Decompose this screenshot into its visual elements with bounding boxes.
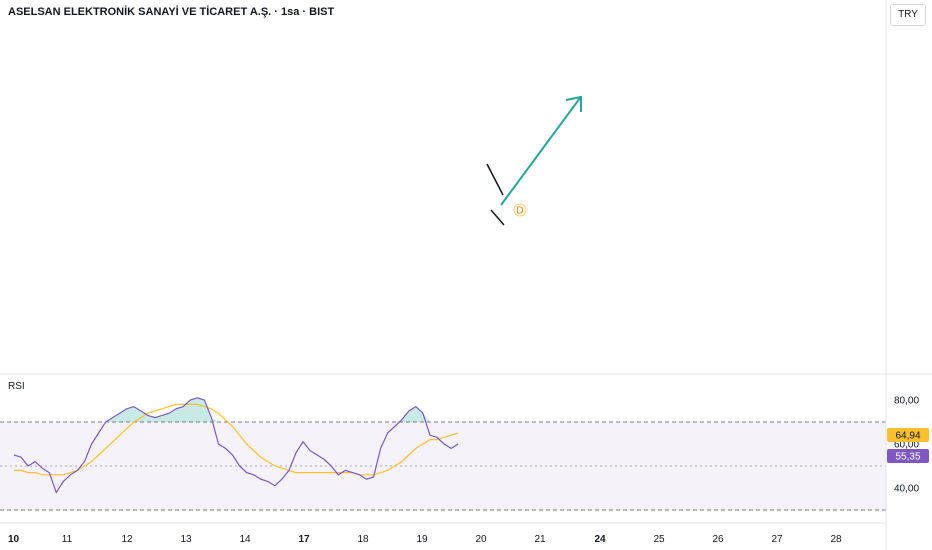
time-axis-tick: 25 [653,534,665,545]
price-tags-layer: D426,50407,25386,25376,00395,7516:37ASEL… [513,203,929,463]
time-axis-tick: 28 [830,534,842,545]
rsi-line [13,397,459,494]
rsi-axis-tick: 60,00 [894,440,919,451]
time-axis-tick: 14 [239,534,251,545]
rsi-axis-tick: 80,00 [894,396,919,407]
rsi-overbought-fill [14,397,459,422]
rsi-ma-value-tag: 64,94 [895,431,920,442]
dividend-marker-label: D [516,206,523,217]
time-axis-tick: 18 [357,534,369,545]
rsi-axis-tick: 40,00 [894,484,919,495]
rsi-value-tag-bg [887,449,929,463]
rsi-ma-value-tag-bg [887,428,929,442]
rsi-ma-line [14,403,459,476]
time-axis-tick: 26 [712,534,724,545]
dividend-marker [513,203,527,217]
time-axis-tick: 12 [121,534,133,545]
time-axis-tick: 24 [594,534,606,545]
target-arrow-head [565,95,582,112]
handle-upper-line [486,163,504,196]
handle-lower-line [490,209,505,226]
time-axis-tick: 13 [180,534,192,545]
rsi-value-tag: 55,35 [895,452,920,463]
time-axis-tick: 20 [475,534,487,545]
time-axis-tick: 19 [416,534,428,545]
time-axis-tick: 11 [62,534,73,545]
currency-selector[interactable]: TRY [890,4,926,26]
time-axis-tick: 27 [771,534,783,545]
drawing-overlays [486,95,582,226]
rsi-pane-title: RSI [8,381,25,392]
rsi-layer [0,397,886,511]
time-axis-tick: 17 [298,534,310,545]
time-axis-tick: 10 [8,534,20,545]
target-arrow-line [500,97,581,206]
time-axis-tick: 21 [534,534,546,545]
chart-title: ASELSAN ELEKTRONİK SANAYİ VE TİCARET A.Ş… [8,6,335,18]
rsi-band-fill [0,422,886,510]
